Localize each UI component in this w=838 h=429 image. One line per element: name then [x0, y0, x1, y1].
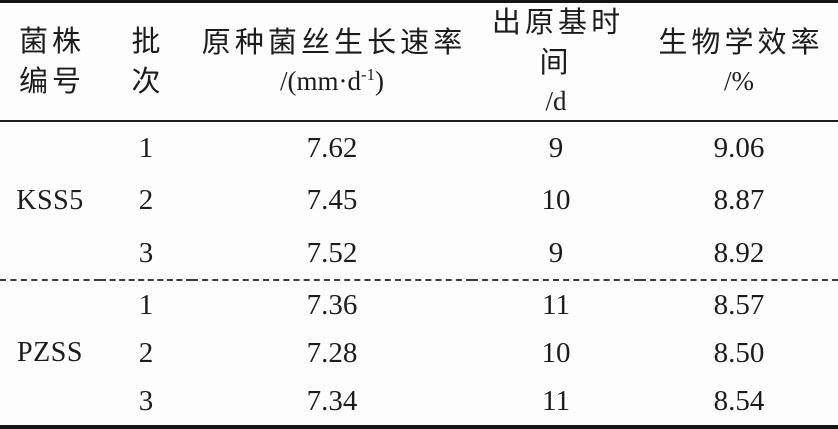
bio-efficiency-cell: 8.57 — [640, 279, 838, 330]
table-row: 3 7.52 9 8.92 — [0, 227, 838, 280]
header-primordium-unit: /d — [545, 86, 567, 117]
growth-rate-cell: 7.45 — [306, 184, 358, 217]
batch-cell: 2 — [138, 184, 154, 217]
header-bio-efficiency-unit: /% — [724, 66, 754, 97]
bio-efficiency-cell: 9.06 — [713, 131, 765, 164]
header-batch-line1: 批 — [131, 25, 165, 58]
strain-cell: PZSS — [0, 279, 100, 428]
header-growth-rate: 原种菌丝生长速率 /(mm·d-1) — [192, 1, 472, 123]
header-growth-rate-unit: /(mm·d-1) — [192, 63, 472, 100]
table-body: KSS5 1 7.62 9 9.06 2 7.45 10 8.87 3 7.52… — [0, 121, 838, 428]
header-strain-id: 菌株 编号 — [0, 1, 100, 123]
batch-cell: 1 — [100, 279, 192, 330]
table-row: 2 7.45 10 8.87 — [0, 174, 838, 227]
table-row: 2 7.28 10 8.50 — [0, 329, 838, 378]
growth-rate-cell: 7.62 — [306, 131, 358, 164]
growth-rate-cell: 7.28 — [306, 337, 358, 370]
bio-efficiency-cell: 8.87 — [713, 184, 765, 217]
table-row: 3 7.34 11 8.54 — [0, 378, 838, 427]
primordium-time-cell: 10 — [541, 337, 571, 370]
primordium-time-cell: 11 — [542, 385, 570, 418]
strain-cell: KSS5 — [16, 184, 84, 216]
batch-cell: 2 — [138, 337, 154, 370]
batch-cell: 1 — [138, 131, 154, 164]
growth-unit-superscript: -1 — [361, 65, 375, 85]
header-row: 菌株 编号 批 次 原种菌丝生长速率 /(mm·d-1) 出原基时间 /d 生物… — [0, 1, 838, 123]
header-bio-efficiency: 生物学效率 /% — [640, 1, 838, 123]
growth-rate-cell: 7.36 — [192, 279, 472, 330]
table-row: KSS5 1 7.62 9 9.06 — [0, 121, 838, 216]
table-header: 菌株 编号 批 次 原种菌丝生长速率 /(mm·d-1) 出原基时间 /d 生物… — [0, 1, 838, 123]
primordium-time-cell: 11 — [472, 279, 640, 330]
header-bio-efficiency-title: 生物学效率 — [658, 27, 824, 59]
primordium-time-cell: 10 — [541, 184, 571, 217]
header-batch: 批 次 — [100, 1, 192, 123]
header-growth-rate-title: 原种菌丝生长速率 — [201, 27, 467, 59]
primordium-time-cell: 9 — [548, 131, 564, 164]
batch-cell: 3 — [138, 236, 154, 269]
header-batch-line2: 次 — [131, 65, 165, 98]
bio-efficiency-cell: 8.92 — [713, 236, 765, 269]
growth-unit-suffix: ) — [374, 66, 384, 97]
growth-rate-cell: 7.52 — [306, 236, 358, 269]
growth-rate-cell: 7.34 — [306, 385, 358, 418]
header-strain-line2: 编号 — [18, 65, 86, 98]
growth-unit-prefix: /(mm·d — [280, 66, 362, 97]
bio-efficiency-cell: 8.54 — [713, 385, 765, 418]
bio-efficiency-cell: 8.50 — [713, 337, 765, 370]
header-primordium-time: 出原基时间 /d — [472, 1, 640, 123]
batch-cell: 3 — [138, 385, 154, 418]
header-strain-line1: 菌株 — [18, 25, 86, 58]
header-primordium-title: 出原基时间 — [491, 7, 625, 80]
primordium-time-cell: 9 — [548, 236, 564, 269]
table-row: PZSS 1 7.36 11 8.57 — [0, 279, 838, 428]
